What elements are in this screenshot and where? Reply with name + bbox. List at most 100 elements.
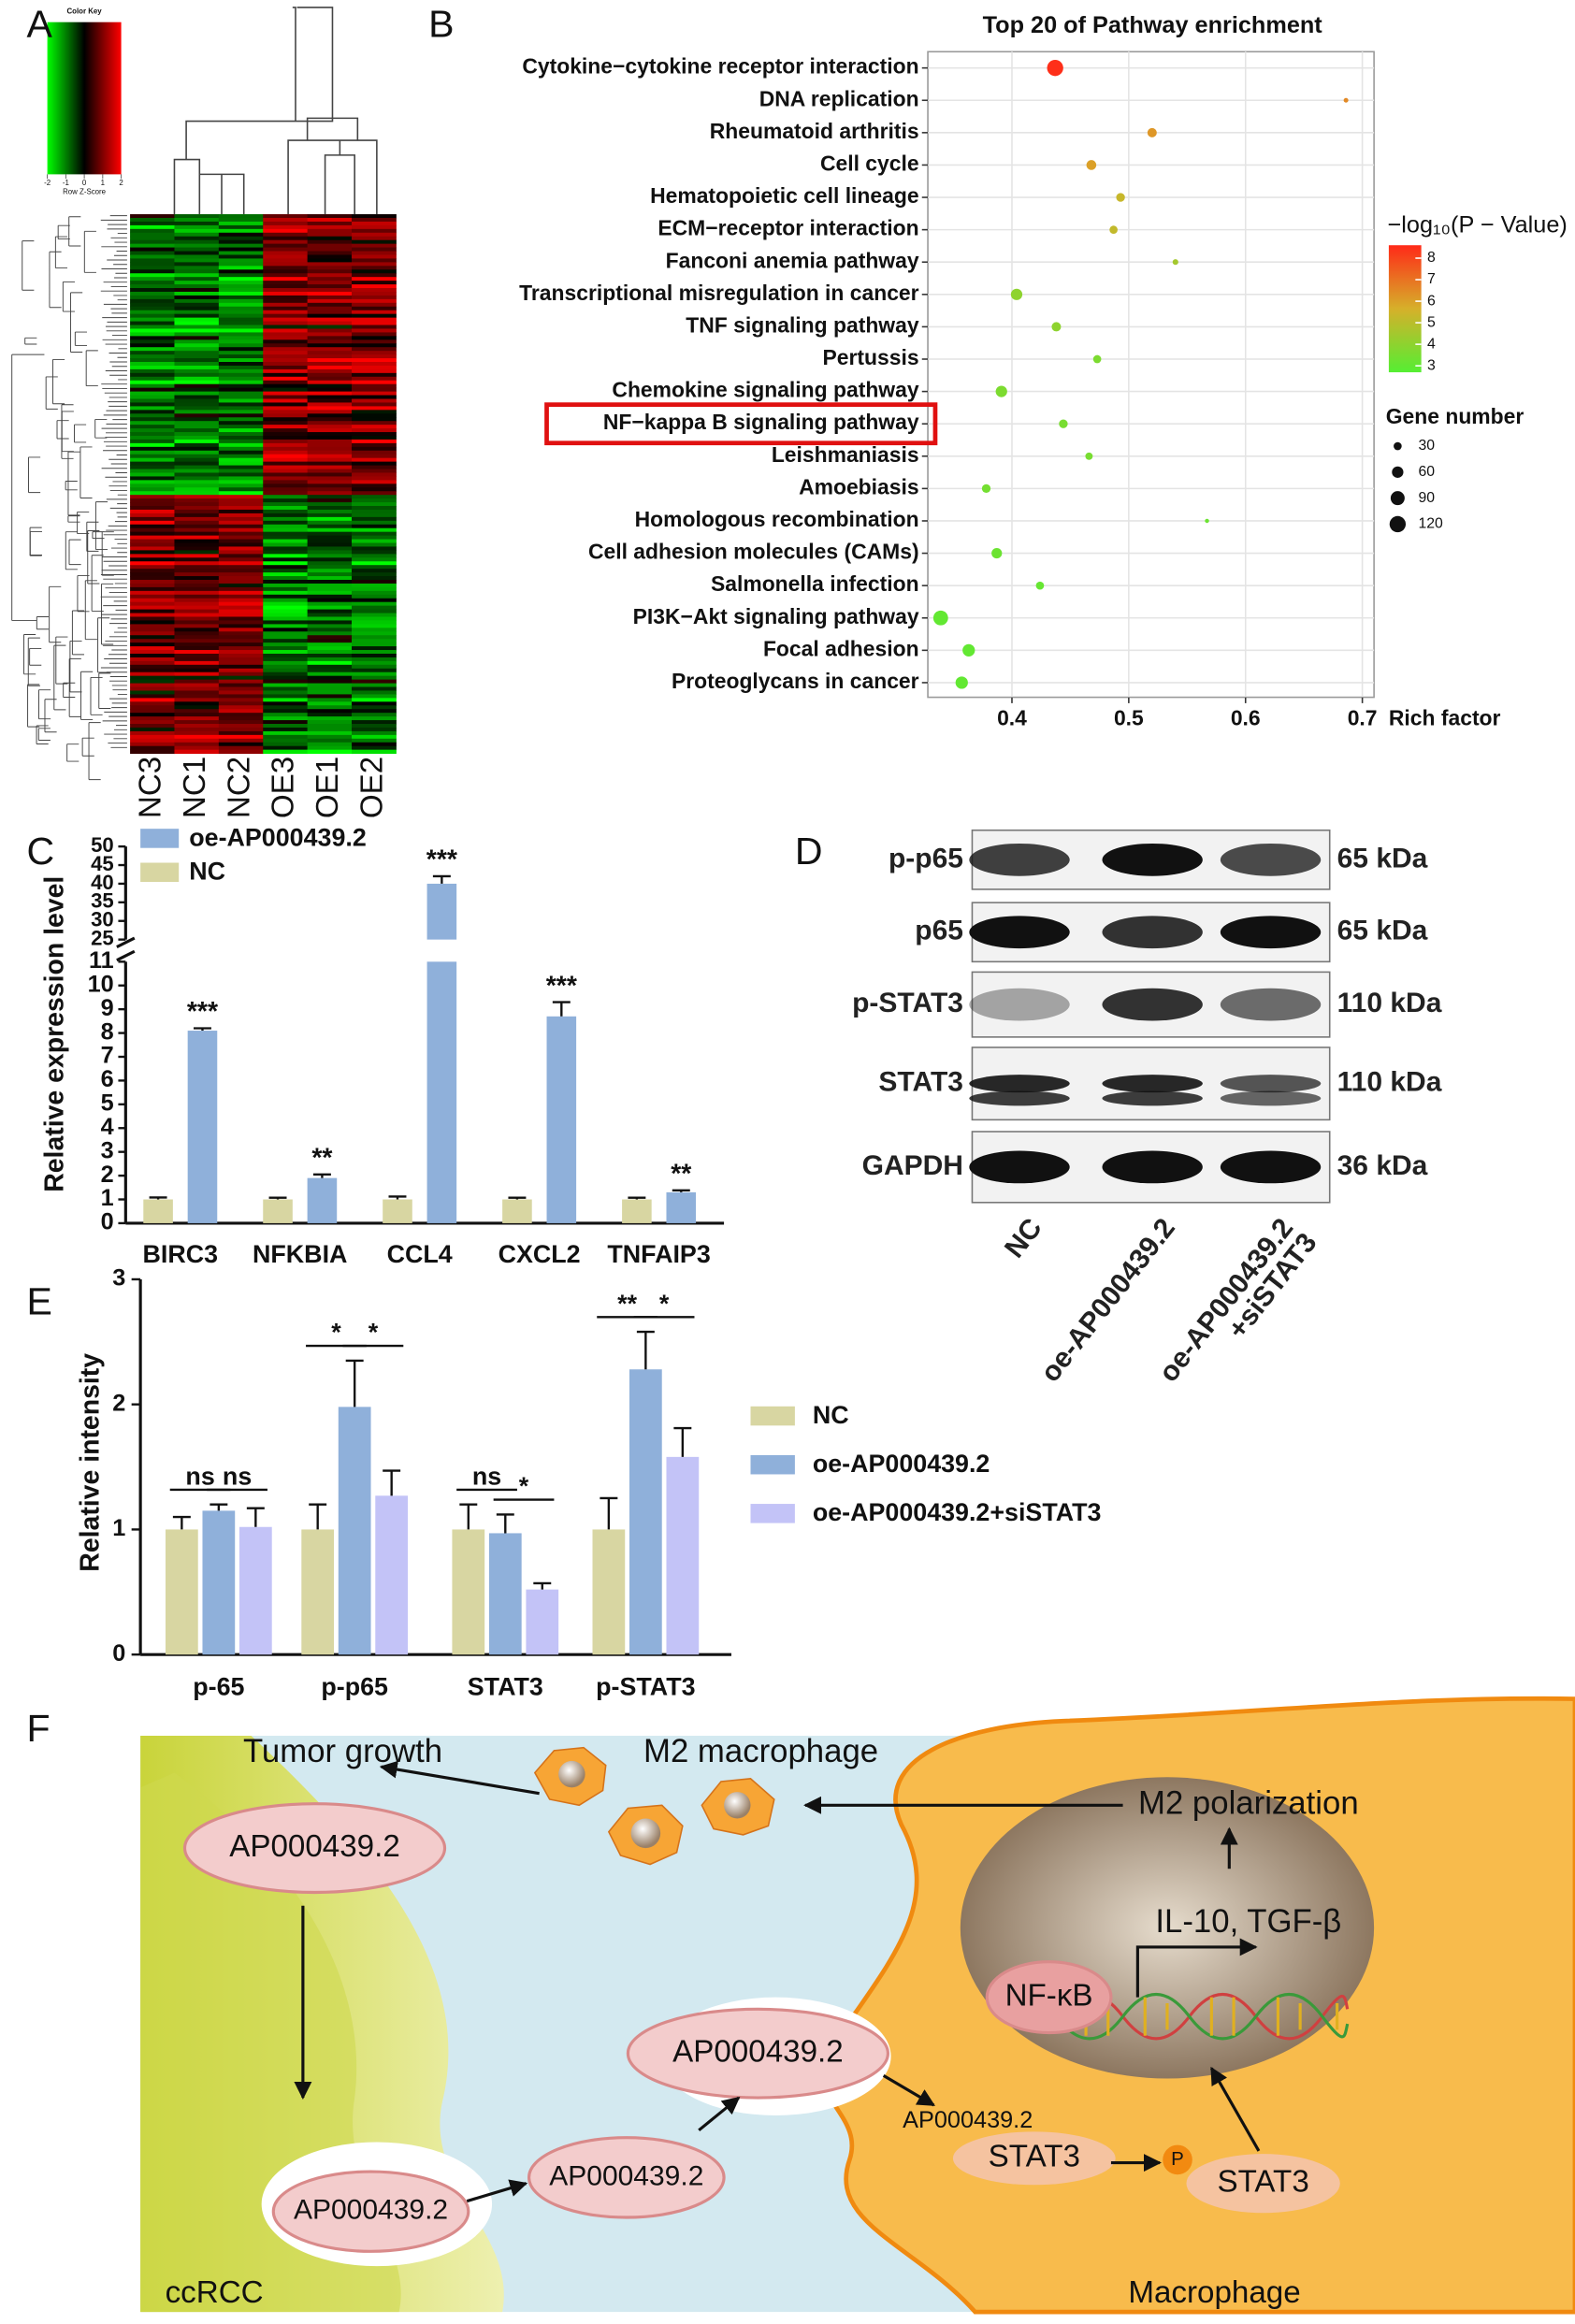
- x-tick-label: p-65: [193, 1673, 244, 1701]
- heatmap-cell: [352, 372, 397, 378]
- heatmap-cell: [218, 738, 264, 743]
- significance: ns: [223, 1462, 252, 1490]
- heatmap-cell: [130, 313, 175, 319]
- y-tick-label: 25: [91, 926, 114, 949]
- heatmap-cell: [352, 569, 397, 573]
- significance: ns: [472, 1462, 501, 1490]
- heatmap-cell: [263, 524, 309, 529]
- heatmap-cell: [307, 565, 353, 570]
- heatmap-cell: [174, 531, 220, 537]
- heatmap-cell: [263, 635, 309, 640]
- heatmap-cell: [218, 376, 264, 382]
- heatmap-cell: [130, 277, 175, 281]
- heatmap-cell: [263, 232, 309, 238]
- heatmap-cell: [352, 686, 397, 691]
- heatmap-column-label: OE2: [354, 757, 389, 818]
- heatmap-cell: [174, 653, 220, 658]
- heatmap-cell: [263, 457, 309, 463]
- y-tick-label: 35: [91, 889, 114, 913]
- heatmap-cell: [218, 620, 264, 625]
- heatmap-cell: [130, 653, 175, 658]
- heatmap-cell: [218, 258, 264, 263]
- heatmap-cell: [218, 730, 264, 736]
- heatmap-cell: [352, 232, 397, 238]
- heatmap-cell: [130, 550, 175, 555]
- heatmap-cell: [174, 594, 220, 599]
- heatmap-cell: [352, 380, 397, 385]
- blot-band: [1102, 988, 1203, 1021]
- heatmap-cell: [263, 745, 309, 751]
- heatmap-cell: [218, 639, 264, 643]
- heatmap-cell: [218, 317, 264, 323]
- heatmap-cell: [263, 583, 309, 588]
- heatmap-cell: [130, 576, 175, 581]
- heatmap-cell: [352, 631, 397, 636]
- heatmap-cell: [263, 258, 309, 263]
- heatmap-column-label: NC2: [222, 757, 256, 818]
- heatmap-cell: [218, 328, 264, 333]
- heatmap-cell: [218, 480, 264, 484]
- pathway-label: PI3K−Akt signaling pathway: [633, 604, 919, 628]
- heatmap-cell: [352, 646, 397, 651]
- size-legend-dot: [1394, 441, 1402, 451]
- heatmap-cell: [174, 362, 220, 367]
- heatmap-cell: [352, 487, 397, 492]
- color-key-title: Color Key: [67, 7, 103, 16]
- heatmap-cell: [174, 576, 220, 581]
- heatmap-cell: [174, 694, 220, 699]
- heatmap-cell: [263, 425, 309, 429]
- heatmap-cell: [174, 413, 220, 418]
- heatmap-cell: [307, 469, 353, 473]
- heatmap-cell: [307, 580, 353, 585]
- heatmap-cell: [174, 561, 220, 566]
- heatmap-cell: [130, 262, 175, 267]
- heatmap-cell: [174, 664, 220, 670]
- blot-band: [969, 1150, 1070, 1184]
- x-tick-label: CCL4: [387, 1240, 453, 1268]
- heatmap-cell: [174, 580, 220, 585]
- heatmap-cell: [174, 620, 220, 625]
- heatmap-cell: [352, 217, 397, 223]
- heatmap-cell: [352, 613, 397, 617]
- heatmap-cell: [307, 442, 353, 448]
- heatmap-cell: [352, 742, 397, 747]
- heatmap-cell: [263, 417, 309, 422]
- enrichment-dot: [981, 484, 991, 494]
- heatmap-cell: [174, 686, 220, 691]
- heatmap-cell: [352, 694, 397, 699]
- heatmap-cell: [307, 716, 353, 721]
- heatmap-cell: [263, 598, 309, 603]
- heatmap-cell: [307, 217, 353, 223]
- bar: [375, 1495, 409, 1655]
- heatmap-cell: [130, 527, 175, 533]
- heatmap-cell: [174, 358, 220, 363]
- heatmap-cell: [263, 664, 309, 670]
- heatmap-cell: [352, 269, 397, 274]
- heatmap-cell: [352, 624, 397, 628]
- heatmap-cell: [174, 502, 220, 507]
- heatmap-cell: [130, 372, 175, 378]
- heatmap-cell: [263, 266, 309, 270]
- heatmap-cell: [307, 495, 353, 499]
- heatmap-cell: [174, 671, 220, 677]
- heatmap-cell: [352, 616, 397, 621]
- x-tick-label: TNFAIP3: [607, 1240, 710, 1268]
- heatmap-cell: [307, 745, 353, 751]
- x-tick-label: 0.6: [1231, 705, 1261, 729]
- heatmap-cell: [218, 683, 264, 687]
- x-tick-label: 0.5: [1114, 705, 1144, 729]
- heatmap-cell: [352, 406, 397, 411]
- heatmap-cell: [307, 288, 353, 293]
- panel-label: D: [795, 830, 823, 873]
- heatmap-cell: [352, 679, 397, 685]
- diagram-label: AP000439.2: [672, 2034, 844, 2069]
- heatmap-cell: [263, 446, 309, 452]
- heatmap-cell: [218, 657, 264, 662]
- heatmap-cell: [218, 749, 264, 755]
- heatmap-cell: [218, 295, 264, 300]
- heatmap-cell: [174, 716, 220, 721]
- heatmap-cell: [130, 328, 175, 333]
- heatmap-cell: [130, 720, 175, 725]
- heatmap-cell: [352, 284, 397, 289]
- heatmap-cell: [307, 413, 353, 418]
